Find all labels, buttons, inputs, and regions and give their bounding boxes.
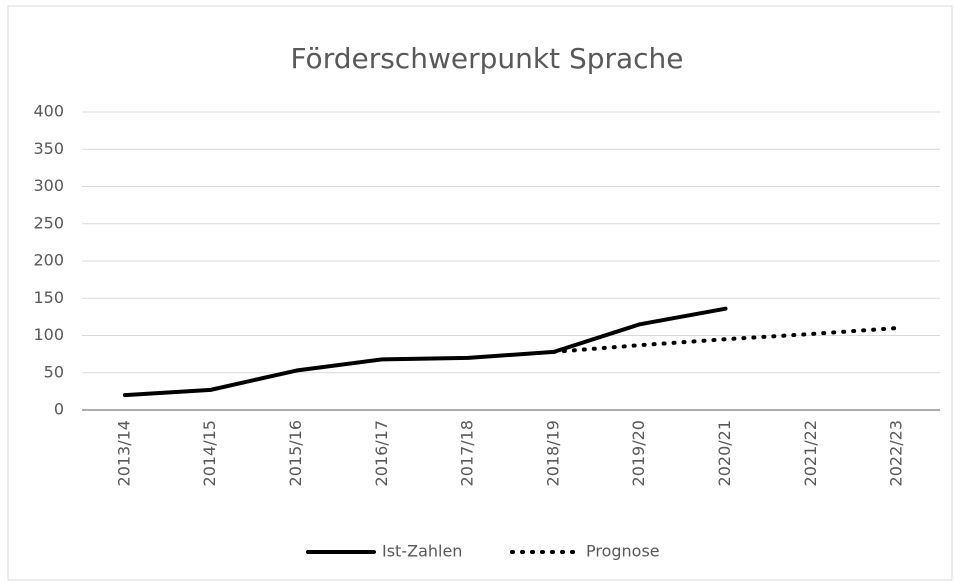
y-tick-label: 300 (33, 176, 64, 195)
line-1 (551, 326, 900, 354)
x-tick-label: 2014/15 (200, 420, 219, 486)
x-tick-label: 2013/14 (114, 420, 133, 486)
x-tick-label: 2016/17 (372, 420, 391, 486)
y-tick-label: 100 (33, 325, 64, 344)
x-tick-label: 2021/22 (801, 420, 820, 486)
legend-label: Prognose (586, 542, 660, 561)
x-tick-label: 2017/18 (458, 420, 477, 486)
chart-frame (7, 5, 953, 581)
x-tick-label: 2015/16 (286, 420, 305, 486)
x-tick-label: 2018/19 (543, 420, 562, 486)
line-0 (122, 306, 728, 398)
y-tick-label: 200 (33, 251, 64, 270)
chart-title: Förderschwerpunkt Sprache (290, 42, 683, 75)
y-tick-label: 150 (33, 288, 64, 307)
y-tick-label: 250 (33, 213, 64, 232)
y-tick-label: 350 (33, 139, 64, 158)
y-tick-label: 0 (54, 400, 64, 419)
x-tick-label: 2020/21 (715, 420, 734, 486)
x-tick-label: 2022/23 (887, 420, 906, 486)
y-tick-label: 400 (33, 102, 64, 121)
x-tick-label: 2019/20 (629, 420, 648, 486)
y-tick-label: 50 (44, 362, 64, 381)
legend-label: Ist-Zahlen (382, 542, 462, 561)
